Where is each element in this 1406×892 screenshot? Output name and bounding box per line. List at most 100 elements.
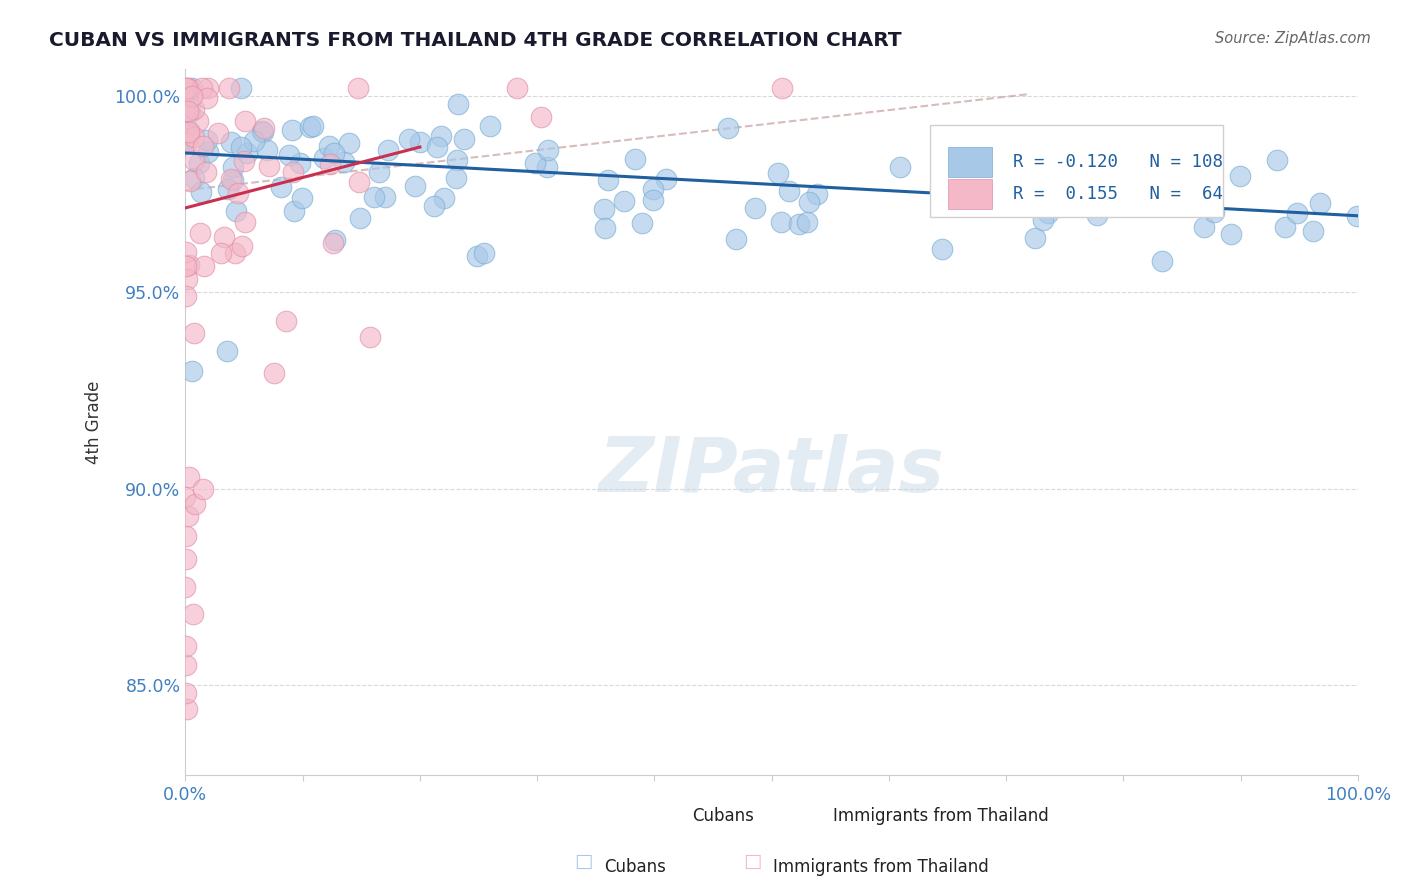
Y-axis label: 4th Grade: 4th Grade bbox=[86, 380, 103, 464]
Point bbox=[229, 140, 252, 154]
Point bbox=[263, 366, 285, 380]
Point bbox=[1229, 169, 1251, 183]
Point bbox=[174, 639, 197, 653]
Point bbox=[806, 186, 828, 201]
Text: □: □ bbox=[742, 852, 762, 871]
Point bbox=[374, 190, 396, 204]
Bar bbox=[948, 147, 993, 177]
Point bbox=[302, 119, 325, 133]
Point bbox=[184, 497, 207, 511]
Point bbox=[270, 179, 292, 194]
Point bbox=[197, 145, 219, 160]
Point bbox=[536, 160, 558, 174]
Point bbox=[183, 102, 205, 116]
Point bbox=[422, 199, 444, 213]
Point bbox=[193, 259, 215, 273]
Point bbox=[277, 147, 299, 161]
Point bbox=[318, 138, 340, 153]
Point bbox=[1164, 176, 1187, 190]
Point bbox=[174, 552, 197, 566]
Point bbox=[195, 91, 218, 105]
Point bbox=[174, 658, 197, 673]
Point bbox=[323, 233, 346, 247]
Point bbox=[235, 114, 257, 128]
Point bbox=[1197, 171, 1219, 186]
Text: Immigrants from Thailand: Immigrants from Thailand bbox=[773, 858, 988, 876]
Point bbox=[225, 204, 247, 219]
Point bbox=[174, 580, 197, 594]
Text: □: □ bbox=[574, 852, 593, 871]
Point bbox=[217, 181, 239, 195]
Point bbox=[179, 105, 201, 120]
Point bbox=[359, 329, 381, 343]
Point bbox=[288, 156, 311, 170]
Point bbox=[243, 134, 266, 148]
Point bbox=[179, 124, 201, 138]
Point bbox=[187, 114, 209, 128]
Point bbox=[643, 182, 665, 196]
Point bbox=[1070, 135, 1092, 149]
Point bbox=[177, 509, 200, 524]
Point bbox=[318, 156, 340, 170]
Point bbox=[212, 230, 235, 244]
Point bbox=[631, 216, 654, 230]
Text: Source: ZipAtlas.com: Source: ZipAtlas.com bbox=[1215, 31, 1371, 46]
Point bbox=[298, 120, 321, 134]
Point bbox=[256, 143, 278, 157]
Text: Immigrants from Thailand: Immigrants from Thailand bbox=[832, 806, 1049, 824]
Point bbox=[1153, 171, 1175, 186]
Point bbox=[505, 81, 527, 95]
Point bbox=[222, 160, 245, 174]
Point bbox=[778, 185, 800, 199]
Point bbox=[1084, 147, 1107, 161]
Point bbox=[537, 143, 560, 157]
Text: Cubans: Cubans bbox=[692, 806, 754, 824]
Point bbox=[797, 194, 820, 209]
Point bbox=[1265, 153, 1288, 167]
Point bbox=[744, 201, 766, 215]
Point bbox=[770, 215, 793, 229]
Point bbox=[1087, 208, 1109, 222]
Point bbox=[1032, 213, 1054, 227]
Point bbox=[1069, 187, 1091, 202]
Point bbox=[233, 215, 256, 229]
Point bbox=[322, 145, 344, 160]
Point bbox=[725, 232, 748, 246]
Point bbox=[176, 136, 198, 151]
Point bbox=[998, 145, 1021, 160]
Point bbox=[174, 81, 197, 95]
Point bbox=[1139, 195, 1161, 210]
Point bbox=[174, 132, 197, 146]
Point bbox=[179, 174, 201, 188]
Point bbox=[190, 185, 212, 199]
Point bbox=[281, 122, 304, 136]
Point bbox=[430, 128, 453, 143]
Point bbox=[187, 156, 209, 170]
Point bbox=[176, 272, 198, 286]
Point bbox=[1036, 206, 1059, 220]
Point bbox=[377, 143, 399, 157]
Point bbox=[524, 156, 547, 170]
Point bbox=[1015, 184, 1038, 198]
Point bbox=[195, 133, 218, 147]
Point bbox=[465, 249, 488, 263]
Point bbox=[453, 132, 475, 146]
Point bbox=[409, 135, 432, 149]
Point bbox=[174, 529, 197, 543]
Point bbox=[174, 490, 197, 504]
Point bbox=[217, 344, 239, 359]
Point bbox=[174, 686, 197, 700]
Point bbox=[363, 190, 385, 204]
Point bbox=[231, 81, 253, 95]
Point bbox=[221, 171, 243, 186]
Point bbox=[259, 159, 281, 173]
Point bbox=[250, 124, 273, 138]
Point bbox=[1286, 206, 1309, 220]
Point bbox=[177, 258, 200, 272]
Point bbox=[181, 607, 204, 622]
Point bbox=[197, 81, 219, 95]
Point bbox=[426, 140, 449, 154]
Point bbox=[948, 152, 970, 166]
Point bbox=[224, 246, 246, 260]
Point bbox=[1024, 231, 1046, 245]
